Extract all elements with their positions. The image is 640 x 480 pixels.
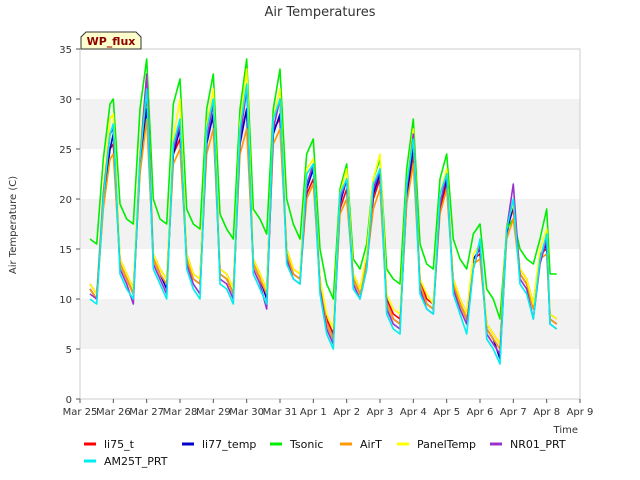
- legend-label: PanelTemp: [417, 438, 476, 451]
- legend-label: AM25T_PRT: [104, 455, 168, 468]
- plot-background: [79, 48, 581, 400]
- legend-label: NR01_PRT: [510, 438, 566, 451]
- x-tick-label: Apr 6: [467, 407, 494, 418]
- x-tick-label: Mar 26: [96, 407, 131, 418]
- legend-item: PanelTemp: [397, 438, 476, 451]
- legend-label: Tsonic: [289, 438, 323, 451]
- legend-label: li77_temp: [202, 438, 256, 451]
- x-tick-label: Apr 3: [367, 407, 394, 418]
- y-tick-label: 25: [59, 145, 72, 156]
- y-axis-title: Air Temperature (C): [8, 176, 19, 274]
- series-line-am25t-prt: [89, 83, 558, 365]
- legend-label: AirT: [360, 438, 382, 451]
- series-lines: [89, 58, 558, 365]
- x-tick-label: Mar 27: [129, 407, 164, 418]
- legend-item: AM25T_PRT: [84, 455, 168, 468]
- legend-item: NR01_PRT: [490, 438, 566, 451]
- site-label: WP_flux: [87, 35, 136, 48]
- x-tick-label: Apr 7: [500, 407, 527, 418]
- y-tick-label: 0: [66, 395, 72, 406]
- chart-title: Air Temperatures: [264, 5, 375, 20]
- series-line-airt: [89, 118, 558, 350]
- y-tick-label: 30: [59, 95, 72, 106]
- x-tick-label: Apr 2: [333, 407, 360, 418]
- x-tick-label: Mar 25: [63, 407, 98, 418]
- legend-item: Tsonic: [270, 438, 323, 451]
- x-axis-title: Time: [553, 425, 578, 436]
- legend-item: li75_t: [84, 438, 135, 451]
- x-tick-label: Mar 28: [163, 407, 198, 418]
- x-tick-label: Apr 9: [567, 407, 594, 418]
- x-tick-label: Mar 29: [196, 407, 231, 418]
- x-tick-label: Mar 30: [229, 407, 264, 418]
- plot-border: [79, 48, 581, 400]
- x-tick-label: Mar 31: [263, 407, 298, 418]
- x-tick-label: Apr 8: [533, 407, 560, 418]
- x-tick-label: Apr 4: [400, 407, 427, 418]
- y-tick-label: 15: [59, 245, 72, 256]
- y-tick-label: 5: [66, 345, 72, 356]
- legend-item: li77_temp: [182, 438, 256, 451]
- x-tick-label: Apr 1: [300, 407, 327, 418]
- legend: li75_t li77_temp Tsonic AirT PanelTemp NR01_P…: [84, 438, 566, 468]
- y-tick-label: 20: [59, 195, 72, 206]
- y-tick-label: 35: [59, 45, 72, 56]
- legend-item: AirT: [340, 438, 382, 451]
- y-axis-ticks: 0 5 10 15 20 25 30 35: [59, 45, 80, 406]
- grid-band: [80, 99, 580, 149]
- y-tick-label: 10: [59, 295, 72, 306]
- series-line-tsonic: [89, 58, 557, 320]
- x-tick-label: Apr 5: [433, 407, 460, 418]
- legend-label: li75_t: [104, 438, 135, 451]
- grid-band: [80, 199, 580, 249]
- site-badge: WP_flux: [80, 31, 142, 50]
